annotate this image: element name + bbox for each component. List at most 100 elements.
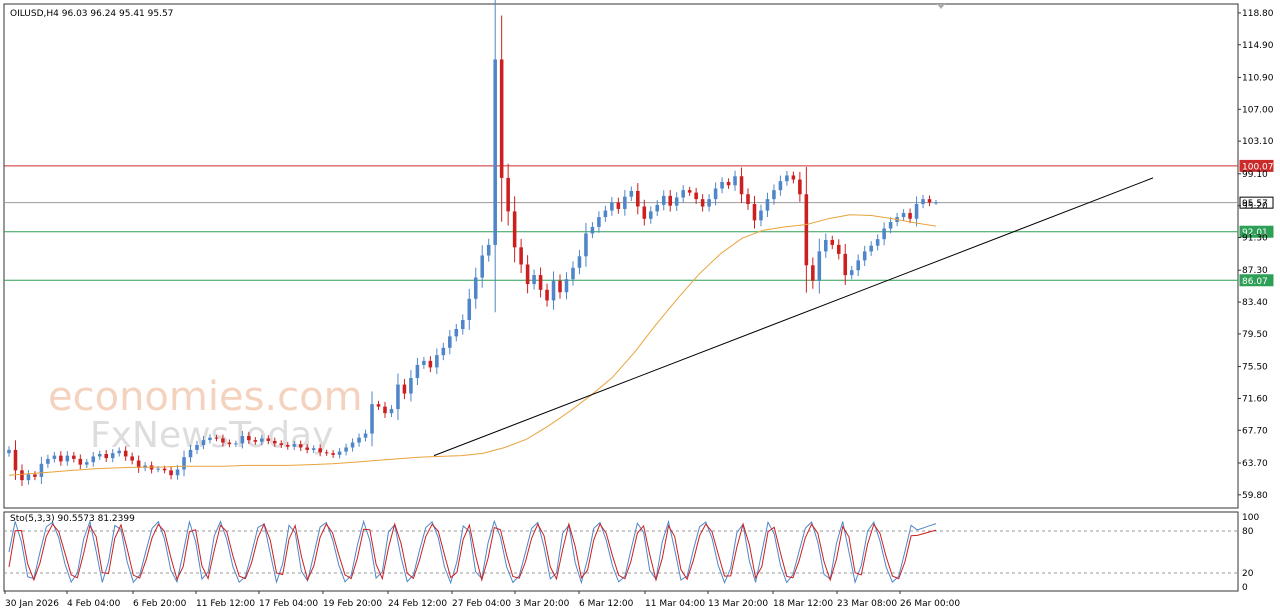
time-tick-label: 6 Mar 12:00 bbox=[579, 599, 634, 609]
candle-body bbox=[921, 199, 925, 205]
candle-body bbox=[707, 199, 711, 207]
candle-body bbox=[934, 202, 938, 204]
candle-body bbox=[869, 245, 873, 252]
stoch-axis-label: 0 bbox=[1242, 583, 1248, 593]
symbol-info: OILUSD,H4 96.03 96.24 95.41 95.57 bbox=[10, 9, 173, 19]
candle-body bbox=[169, 470, 173, 476]
main-pane-frame bbox=[3, 3, 1239, 509]
time-tick-label: 11 Mar 04:00 bbox=[645, 599, 705, 609]
candle-body bbox=[448, 336, 452, 348]
candle-body bbox=[260, 438, 264, 442]
candle-body bbox=[726, 181, 731, 186]
candle-body bbox=[914, 204, 919, 219]
candle-body bbox=[668, 195, 672, 206]
candle-body bbox=[376, 404, 381, 407]
candle-body bbox=[78, 458, 83, 465]
time-tick-label: 4 Feb 04:00 bbox=[67, 599, 121, 609]
candle-body bbox=[785, 175, 789, 182]
candle-body bbox=[97, 453, 102, 457]
candle-body bbox=[467, 298, 472, 321]
time-tick-label: 18 Mar 12:00 bbox=[773, 599, 833, 609]
candle-body bbox=[324, 452, 329, 454]
candle-body bbox=[862, 251, 867, 261]
candle-body bbox=[597, 217, 601, 227]
ma-line bbox=[8, 214, 937, 476]
candle-body bbox=[687, 190, 692, 193]
candle-body bbox=[65, 455, 70, 462]
stoch-axis-label: 100 bbox=[1242, 513, 1259, 523]
candle-body bbox=[772, 190, 776, 200]
candle-body bbox=[273, 440, 277, 444]
candle-body bbox=[590, 226, 595, 234]
watermark-economies: economies.com bbox=[48, 374, 363, 420]
stoch-info: Sto(5,3,3) 90.5573 81.2399 bbox=[10, 514, 135, 524]
level-label: 86.07 bbox=[1242, 277, 1268, 287]
price-tick-label: 95.20 bbox=[1242, 202, 1268, 212]
candle-body bbox=[532, 275, 536, 285]
candle-body bbox=[506, 177, 510, 212]
candle-body bbox=[253, 440, 258, 442]
time-tick-label: 24 Feb 12:00 bbox=[388, 599, 447, 609]
candle-body bbox=[331, 453, 335, 455]
trendline bbox=[433, 177, 1154, 457]
candle-body bbox=[383, 406, 387, 414]
candle-body bbox=[344, 447, 348, 452]
candle-body bbox=[136, 460, 141, 468]
candles bbox=[7, 0, 938, 487]
time-tick-label: 11 Feb 12:00 bbox=[196, 599, 255, 609]
candle-body bbox=[811, 265, 815, 281]
candle-body bbox=[13, 449, 18, 471]
time-tick-label: 6 Feb 20:00 bbox=[133, 599, 187, 609]
level-label: 92.01 bbox=[1242, 228, 1268, 238]
candle-body bbox=[843, 253, 848, 276]
candle-body bbox=[752, 204, 757, 221]
candle-body bbox=[266, 438, 271, 441]
candle-body bbox=[104, 453, 109, 459]
price-tick-label: 59.80 bbox=[1242, 491, 1268, 501]
candle-body bbox=[875, 239, 880, 246]
candle-body bbox=[616, 202, 621, 209]
candle-body bbox=[46, 458, 50, 464]
time-tick-label: 13 Mar 20:00 bbox=[708, 599, 768, 609]
price-tick-label: 87.30 bbox=[1242, 266, 1268, 276]
price-tick-label: 75.50 bbox=[1242, 363, 1268, 373]
time-tick-label: 17 Feb 04:00 bbox=[259, 599, 318, 609]
time-tick-label: 19 Feb 20:00 bbox=[323, 599, 382, 609]
candle-body bbox=[519, 247, 523, 265]
level-label-box bbox=[1239, 274, 1274, 287]
candle-body bbox=[441, 347, 446, 356]
stoch-axis-label: 20 bbox=[1242, 569, 1254, 579]
candle-body bbox=[52, 455, 57, 459]
candle-body bbox=[357, 437, 361, 443]
level-label-box bbox=[1239, 225, 1274, 238]
candle-body bbox=[791, 175, 796, 180]
candle-body bbox=[623, 196, 627, 209]
candle-body bbox=[175, 469, 180, 476]
candle-body bbox=[311, 448, 316, 450]
candle-body bbox=[512, 211, 517, 248]
candle-body bbox=[681, 190, 685, 198]
candle-body bbox=[648, 211, 653, 219]
candle-body bbox=[428, 360, 433, 368]
price-tick-label: 63.70 bbox=[1242, 459, 1268, 469]
candle-body bbox=[551, 280, 556, 301]
candle-body bbox=[409, 378, 413, 394]
candle-body bbox=[830, 239, 835, 245]
price-tick-label: 103.10 bbox=[1242, 137, 1274, 147]
candle-body bbox=[849, 270, 854, 276]
time-axis: 30 Jan 2026 4 Feb 04:00 6 Feb 20:00 11 Feb … bbox=[4, 591, 960, 609]
candle-body bbox=[26, 474, 31, 481]
candle-body bbox=[7, 449, 11, 454]
time-tick-label: 3 Mar 20:00 bbox=[515, 599, 570, 609]
price-tick-label: 79.50 bbox=[1242, 330, 1268, 340]
candle-body bbox=[636, 190, 640, 207]
candle-body bbox=[804, 194, 809, 266]
candle-body bbox=[59, 455, 63, 462]
candle-body bbox=[564, 279, 569, 293]
level-label: 95.57 bbox=[1242, 199, 1268, 209]
candle-body bbox=[603, 210, 608, 218]
candle-body bbox=[162, 468, 167, 471]
candle-body bbox=[817, 251, 822, 281]
candle-body bbox=[694, 192, 698, 200]
